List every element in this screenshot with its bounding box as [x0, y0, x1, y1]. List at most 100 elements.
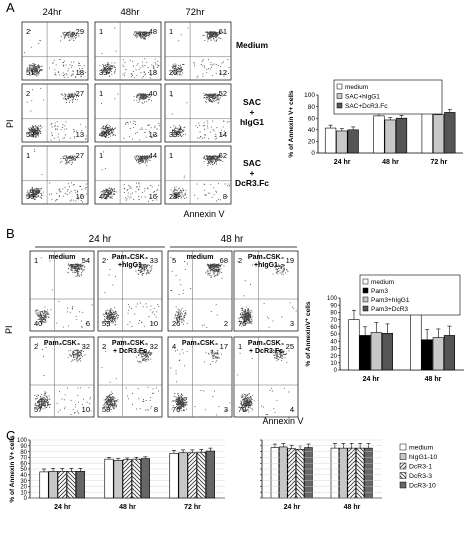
- y-tick-label: 20: [308, 139, 316, 146]
- event-dots: [35, 257, 93, 329]
- bar: [39, 471, 49, 499]
- bar: [421, 339, 433, 371]
- quadrant-value-ul: 2: [102, 256, 106, 265]
- plot-frame: [21, 21, 89, 81]
- y-tick-label: 70: [330, 318, 337, 324]
- bar: [355, 447, 365, 499]
- bar: [364, 447, 373, 499]
- bar: [131, 458, 141, 499]
- legend-label: medium: [345, 84, 368, 91]
- bar: [295, 448, 305, 499]
- y-tick-label: 90: [20, 444, 27, 450]
- y-tick-label: 10: [330, 361, 337, 367]
- legend-swatch: [362, 278, 369, 285]
- flow-plot: 1 61 26 12: [164, 21, 232, 81]
- quadrant-value-ll: 33: [169, 130, 177, 139]
- legend-label: medium: [371, 279, 394, 286]
- quadrant-value-ur: 40: [149, 89, 157, 98]
- quadrant-value-lr: 10: [150, 319, 158, 328]
- bar: [140, 458, 150, 499]
- x-tick-label: 24 hr: [284, 504, 301, 511]
- legend-label: medium: [409, 445, 434, 452]
- quadrant-value-ur: 52: [219, 89, 227, 98]
- y-tick-label: 80: [308, 104, 316, 111]
- legend-swatch: [362, 305, 369, 312]
- quadrant-value-ur: 19: [286, 256, 294, 265]
- quadrant-value-ur: 32: [82, 342, 90, 351]
- quadrant-value-ur: 54: [82, 256, 90, 265]
- row-label-line: +: [250, 168, 255, 178]
- bar: [178, 452, 188, 499]
- flow-plot: 1 62 28 8: [164, 145, 232, 205]
- legend-swatch: [362, 287, 369, 294]
- plot-frame: [94, 21, 162, 81]
- legend-frame: [359, 274, 461, 316]
- flow-plot: 2 19 76 3 Pam₃CSK₄+hIgG1: [233, 250, 299, 332]
- row-label-line: DcR3.Fc: [235, 178, 269, 188]
- quadrant-value-ul: 5: [172, 256, 176, 265]
- annexin-axis-label-b: Annexin V: [262, 416, 303, 426]
- flow-plot: 4 17 76 3 Pam₃CSK₄: [167, 336, 233, 418]
- plot-label: Pam₃CSK₄: [182, 340, 218, 347]
- y-tick-label: 100: [17, 438, 28, 444]
- x-tick-label: 48 hr: [425, 376, 442, 383]
- bar: [339, 447, 348, 499]
- y-tick-label: 70: [20, 456, 27, 462]
- legend-frame: [333, 79, 443, 115]
- quadrant-value-ur: 27: [76, 151, 84, 160]
- quadrant-value-ul: 2: [26, 89, 30, 98]
- event-dots: [99, 151, 160, 202]
- quadrant-value-ll: 35: [99, 68, 107, 77]
- y-axis-label: % of AnnexinV⁺ cells: [305, 301, 312, 366]
- row-label-line: hIgG1: [240, 117, 264, 127]
- bar: [287, 448, 296, 499]
- quadrant-value-ur: 61: [219, 27, 227, 36]
- quadrant-value-ll: 28: [169, 192, 177, 201]
- quadrant-value-ul: 1: [99, 89, 103, 98]
- bar-chart-c-right: 24 hr 48 hr: [260, 439, 382, 511]
- flow-plot: 2 29 51 18: [21, 21, 89, 81]
- bar: [395, 117, 408, 154]
- bar: [122, 459, 132, 499]
- bar: [330, 447, 340, 499]
- quadrant-value-lr: 16: [76, 192, 84, 201]
- quadrant-value-lr: 13: [149, 130, 157, 139]
- y-tick-label: 20: [20, 485, 27, 491]
- quadrant-value-ur: 44: [149, 151, 157, 160]
- flow-plot: 1 52 33 14: [164, 83, 232, 143]
- bar: [304, 447, 313, 499]
- event-dots: [170, 254, 225, 329]
- y-tick-label: 40: [308, 127, 316, 134]
- quadrant-value-ll: 40: [99, 192, 107, 201]
- flow-plot: 1 54 40 6 medium: [29, 250, 95, 332]
- plot-label: Pam₃CSK₄: [112, 254, 148, 261]
- group-label-48hr: 48 hr: [221, 234, 244, 245]
- y-tick-label: 60: [308, 115, 316, 122]
- quadrant-value-ul: 2: [102, 342, 106, 351]
- bar-chart-a: 0 20 40 60 80 100 % of Annexin V+ cells 24 hr 48…: [288, 79, 463, 166]
- quadrant-value-ul: 2: [34, 342, 38, 351]
- legend-label: DcR3-1: [409, 464, 432, 471]
- plot-frame: [29, 336, 95, 418]
- quadrant-value-ur: 32: [150, 342, 158, 351]
- quadrant-value-ll: 26: [169, 68, 177, 77]
- x-tick-label: 48 hr: [382, 159, 399, 166]
- y-tick-label: 0: [24, 496, 28, 502]
- y-tick-label: 40: [330, 339, 337, 345]
- legend-label: DcR3-10: [409, 483, 436, 490]
- quadrant-value-lr: 2: [224, 319, 228, 328]
- quadrant-value-lr: 3: [290, 319, 294, 328]
- quadrant-value-ul: 1: [26, 151, 30, 160]
- quadrant-value-ul: 2: [238, 256, 242, 265]
- quadrant-value-lr: 10: [82, 405, 90, 414]
- flow-plot: 1 25 70 4 Pam₃CSK₄+ DcR3.Fc: [233, 336, 299, 418]
- x-tick-label: 48 hr: [344, 504, 361, 511]
- quadrant-value-ur: 68: [220, 256, 228, 265]
- quadrant-value-lr: 18: [149, 68, 157, 77]
- quadrant-value-ll: 51: [26, 68, 34, 77]
- row-label-medium: Medium: [236, 40, 269, 50]
- y-tick-label: 90: [330, 303, 337, 309]
- bar: [444, 112, 456, 154]
- x-tick-label: 24 hr: [334, 159, 351, 166]
